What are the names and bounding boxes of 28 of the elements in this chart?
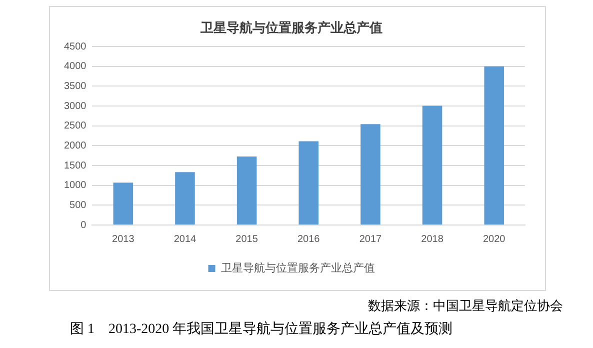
x-tick-label: 2018	[421, 234, 444, 245]
x-tick-label: 2020	[482, 234, 506, 245]
y-tick-label: 500	[70, 200, 87, 211]
legend-label: 卫星导航与位置服务产业总产值	[220, 262, 375, 275]
x-tick-label: 2017	[359, 234, 382, 245]
y-tick-label: 4000	[64, 61, 87, 72]
y-tick-label: 1000	[64, 180, 87, 192]
caption: 图 1 2013-2020 年我国卫星导航与位置服务产业总产值及预测	[70, 320, 453, 338]
bar	[484, 66, 504, 224]
x-tick-label: 2013	[112, 234, 135, 245]
y-tick-label: 4500	[64, 41, 87, 52]
x-tick-label: 2016	[298, 234, 320, 245]
bar	[360, 124, 380, 224]
x-tick-label: 2014	[174, 234, 197, 245]
y-tick-label: 2500	[64, 120, 87, 132]
y-tick-label: 0	[80, 220, 87, 231]
y-tick-label: 3000	[64, 100, 87, 112]
bar	[298, 141, 319, 224]
bar	[236, 156, 257, 224]
bar	[175, 172, 195, 224]
source-note: 数据来源：中国卫星导航定位协会	[368, 298, 563, 315]
bar	[422, 106, 442, 224]
y-tick-label: 1500	[64, 160, 87, 172]
chart-title: 卫星导航与位置服务产业总产值	[200, 20, 382, 36]
y-tick-label: 3500	[64, 80, 87, 92]
bar	[113, 182, 134, 224]
y-tick-label: 2000	[64, 140, 87, 152]
x-tick-label: 2015	[236, 234, 258, 245]
